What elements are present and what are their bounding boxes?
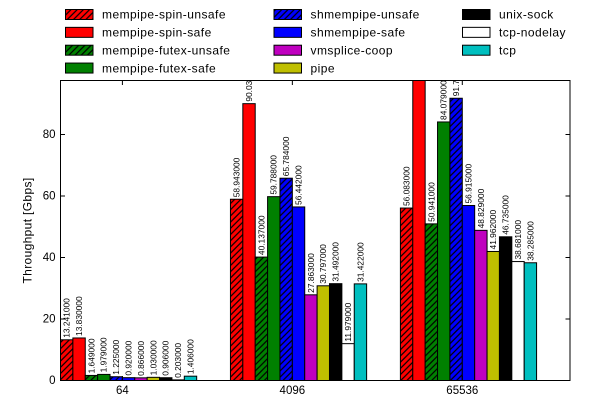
svg-text:mempipe-futex-safe: mempipe-futex-safe xyxy=(102,61,216,75)
svg-text:90.030000: 90.030000 xyxy=(244,62,254,102)
svg-text:1.225000: 1.225000 xyxy=(111,339,121,374)
svg-text:13.830000: 13.830000 xyxy=(74,296,84,336)
svg-text:56.915000: 56.915000 xyxy=(463,164,473,204)
svg-text:0.906000: 0.906000 xyxy=(161,340,171,375)
svg-text:65536: 65536 xyxy=(446,385,478,397)
svg-text:91.790000: 91.790000 xyxy=(451,56,461,96)
svg-text:38.681000: 38.681000 xyxy=(513,220,523,260)
svg-text:unix-sock: unix-sock xyxy=(499,8,554,22)
svg-text:pipe: pipe xyxy=(311,61,336,75)
svg-text:0: 0 xyxy=(49,375,55,387)
svg-text:0.920000: 0.920000 xyxy=(123,340,133,375)
svg-text:56.442000: 56.442000 xyxy=(293,165,303,205)
svg-text:tcp: tcp xyxy=(499,43,516,57)
svg-text:59.788000: 59.788000 xyxy=(269,155,279,195)
svg-text:1.979000: 1.979000 xyxy=(99,337,109,372)
svg-text:31.422000: 31.422000 xyxy=(355,242,365,282)
svg-text:13.241000: 13.241000 xyxy=(62,298,72,338)
svg-text:56.083000: 56.083000 xyxy=(401,166,411,206)
svg-text:60: 60 xyxy=(43,191,56,203)
svg-text:mempipe-futex-unsafe: mempipe-futex-unsafe xyxy=(102,43,230,57)
svg-text:11.979000: 11.979000 xyxy=(343,302,353,341)
svg-text:mempipe-spin-unsafe: mempipe-spin-unsafe xyxy=(102,8,226,22)
svg-text:20: 20 xyxy=(43,314,56,326)
svg-text:0.866000: 0.866000 xyxy=(136,341,146,376)
svg-text:40: 40 xyxy=(43,252,56,264)
svg-text:31.492000: 31.492000 xyxy=(331,242,341,282)
svg-text:30.797000: 30.797000 xyxy=(318,244,328,284)
svg-text:0.203000: 0.203000 xyxy=(173,343,183,378)
svg-text:tcp-nodelay: tcp-nodelay xyxy=(499,26,566,40)
svg-text:40.137000: 40.137000 xyxy=(256,215,266,255)
svg-text:80: 80 xyxy=(43,129,56,141)
svg-text:84.079000: 84.079000 xyxy=(439,80,449,120)
svg-text:50.941000: 50.941000 xyxy=(426,182,436,222)
svg-text:Throughput [Gbps]: Throughput [Gbps] xyxy=(20,177,34,283)
svg-text:1.649000: 1.649000 xyxy=(86,338,96,373)
svg-text:vmsplice-coop: vmsplice-coop xyxy=(311,43,394,57)
svg-text:27.863000: 27.863000 xyxy=(306,253,316,293)
svg-text:1.406000: 1.406000 xyxy=(185,339,195,374)
svg-text:58.943000: 58.943000 xyxy=(232,157,242,197)
svg-text:mempipe-spin-safe: mempipe-spin-safe xyxy=(102,26,212,40)
svg-text:4096: 4096 xyxy=(280,385,306,397)
svg-text:shmempipe-safe: shmempipe-safe xyxy=(311,26,406,40)
svg-text:46.735000: 46.735000 xyxy=(501,195,511,235)
svg-text:shmempipe-unsafe: shmempipe-unsafe xyxy=(311,8,420,22)
svg-text:38.285000: 38.285000 xyxy=(525,221,535,261)
svg-text:64: 64 xyxy=(116,385,129,397)
svg-text:1.030000: 1.030000 xyxy=(148,340,158,375)
svg-text:48.829000: 48.829000 xyxy=(476,188,486,228)
svg-text:65.784000: 65.784000 xyxy=(281,136,291,176)
svg-text:41.962000: 41.962000 xyxy=(488,210,498,250)
